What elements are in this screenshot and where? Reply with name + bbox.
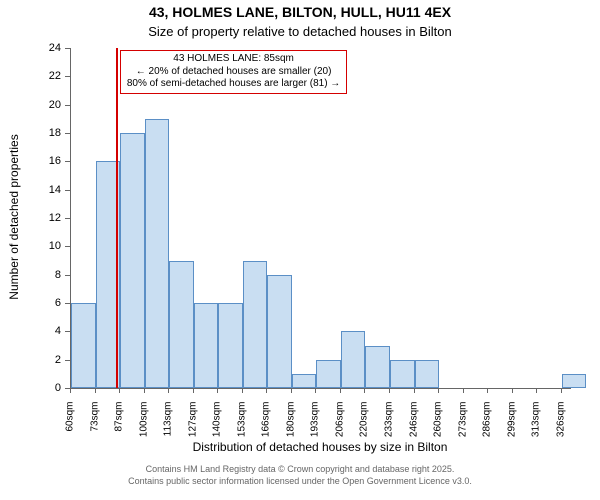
x-tick-label: 260sqm <box>433 402 444 452</box>
x-tick-mark <box>315 388 316 393</box>
x-tick-mark <box>266 388 267 393</box>
y-tick-label: 2 <box>0 354 61 366</box>
chart-container: 43, HOLMES LANE, BILTON, HULL, HU11 4EX … <box>0 0 600 500</box>
x-tick-label: 180sqm <box>285 402 296 452</box>
histogram-bar <box>218 303 243 388</box>
y-tick-label: 18 <box>0 127 61 139</box>
y-tick-label: 22 <box>0 70 61 82</box>
histogram-bar <box>145 119 170 388</box>
annotation-line: ← 20% of detached houses are smaller (20… <box>127 66 340 79</box>
x-tick-label: 127sqm <box>187 402 198 452</box>
x-tick-label: 113sqm <box>163 402 174 452</box>
y-tick-mark <box>65 218 70 219</box>
histogram-bar <box>365 346 390 389</box>
x-tick-mark <box>168 388 169 393</box>
footnote-line-1: Contains HM Land Registry data © Crown c… <box>0 464 600 474</box>
x-tick-mark <box>291 388 292 393</box>
property-marker-line <box>116 48 118 388</box>
annotation-box: 43 HOLMES LANE: 85sqm← 20% of detached h… <box>120 50 347 94</box>
y-tick-mark <box>65 190 70 191</box>
plot-area: 43 HOLMES LANE: 85sqm← 20% of detached h… <box>70 48 571 389</box>
y-tick-label: 20 <box>0 99 61 111</box>
histogram-bar <box>390 360 415 388</box>
x-tick-mark <box>70 388 71 393</box>
x-tick-mark <box>193 388 194 393</box>
annotation-line: 43 HOLMES LANE: 85sqm <box>127 53 340 66</box>
x-tick-label: 313sqm <box>531 402 542 452</box>
x-tick-label: 100sqm <box>138 402 149 452</box>
y-tick-mark <box>65 133 70 134</box>
x-tick-mark <box>512 388 513 393</box>
y-tick-mark <box>65 275 70 276</box>
y-tick-mark <box>65 331 70 332</box>
footnote-line-2: Contains public sector information licen… <box>0 476 600 486</box>
x-tick-label: 87sqm <box>114 402 125 452</box>
x-tick-mark <box>119 388 120 393</box>
y-tick-label: 6 <box>0 297 61 309</box>
annotation-line: 80% of semi-detached houses are larger (… <box>127 78 340 91</box>
x-tick-label: 246sqm <box>408 402 419 452</box>
histogram-bar <box>267 275 292 388</box>
histogram-bar <box>194 303 219 388</box>
x-tick-mark <box>340 388 341 393</box>
y-tick-label: 24 <box>0 42 61 54</box>
x-tick-mark <box>389 388 390 393</box>
x-tick-mark <box>364 388 365 393</box>
x-tick-label: 60sqm <box>65 402 76 452</box>
y-tick-label: 12 <box>0 212 61 224</box>
x-tick-mark <box>561 388 562 393</box>
y-tick-label: 10 <box>0 240 61 252</box>
histogram-bar <box>169 261 194 389</box>
histogram-bar <box>562 374 587 388</box>
x-tick-mark <box>242 388 243 393</box>
x-tick-label: 326sqm <box>555 402 566 452</box>
x-tick-label: 193sqm <box>310 402 321 452</box>
y-tick-label: 8 <box>0 269 61 281</box>
histogram-bar <box>292 374 317 388</box>
histogram-bar <box>415 360 440 388</box>
x-tick-label: 140sqm <box>212 402 223 452</box>
chart-title-main: 43, HOLMES LANE, BILTON, HULL, HU11 4EX <box>0 4 600 20</box>
x-tick-label: 273sqm <box>457 402 468 452</box>
y-tick-mark <box>65 303 70 304</box>
x-tick-label: 166sqm <box>261 402 272 452</box>
x-tick-mark <box>217 388 218 393</box>
x-tick-mark <box>95 388 96 393</box>
x-tick-label: 286sqm <box>482 402 493 452</box>
x-tick-mark <box>144 388 145 393</box>
y-tick-mark <box>65 161 70 162</box>
y-tick-mark <box>65 105 70 106</box>
y-tick-label: 16 <box>0 155 61 167</box>
x-tick-label: 220sqm <box>359 402 370 452</box>
histogram-bar <box>120 133 145 388</box>
y-tick-mark <box>65 360 70 361</box>
y-tick-label: 4 <box>0 325 61 337</box>
x-tick-label: 233sqm <box>384 402 395 452</box>
x-tick-label: 206sqm <box>334 402 345 452</box>
chart-title-sub: Size of property relative to detached ho… <box>0 24 600 39</box>
histogram-bar <box>243 261 268 389</box>
y-tick-mark <box>65 246 70 247</box>
histogram-bar <box>341 331 366 388</box>
x-tick-mark <box>536 388 537 393</box>
x-tick-mark <box>487 388 488 393</box>
x-tick-mark <box>414 388 415 393</box>
x-tick-label: 73sqm <box>89 402 100 452</box>
x-tick-label: 299sqm <box>506 402 517 452</box>
y-tick-mark <box>65 48 70 49</box>
histogram-bar <box>316 360 341 388</box>
x-tick-mark <box>463 388 464 393</box>
y-tick-label: 14 <box>0 184 61 196</box>
x-tick-mark <box>438 388 439 393</box>
y-tick-label: 0 <box>0 382 61 394</box>
x-tick-label: 153sqm <box>236 402 247 452</box>
histogram-bar <box>71 303 96 388</box>
y-tick-mark <box>65 76 70 77</box>
